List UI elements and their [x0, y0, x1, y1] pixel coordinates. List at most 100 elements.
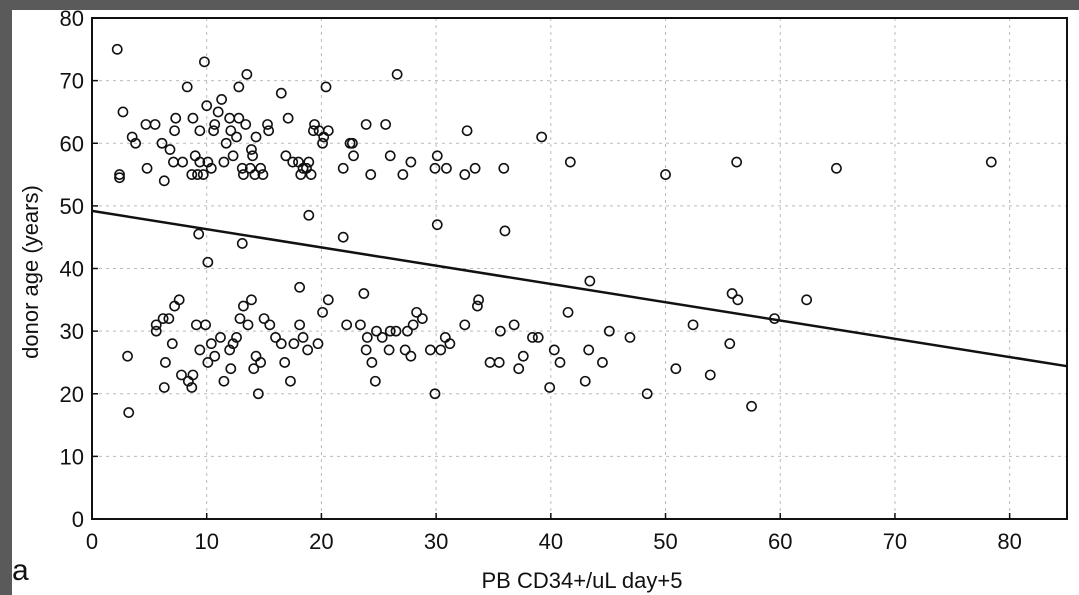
data-point — [270, 331, 281, 343]
regression-line — [91, 209, 1068, 368]
data-point — [366, 357, 378, 368]
data-point — [444, 338, 456, 350]
data-point — [255, 357, 267, 368]
data-point — [564, 156, 576, 168]
data-point — [384, 325, 396, 337]
x-tick-label: 0 — [86, 529, 98, 554]
data-point — [383, 344, 395, 356]
data-point — [216, 94, 228, 105]
data-point — [209, 119, 221, 130]
data-point — [140, 119, 152, 130]
data-point — [390, 325, 402, 337]
data-point — [238, 300, 249, 312]
data-point — [407, 319, 419, 331]
data-point — [687, 319, 699, 331]
data-point — [584, 275, 596, 287]
data-point — [536, 131, 548, 143]
data-point — [215, 331, 226, 343]
data-point — [231, 331, 242, 343]
data-point — [472, 300, 483, 312]
data-point — [517, 350, 529, 362]
data-point — [227, 150, 239, 162]
data-point — [258, 313, 270, 324]
data-point — [312, 338, 324, 350]
y-tick-label: 80 — [60, 6, 84, 31]
data-point — [186, 169, 198, 180]
y-tick-label: 10 — [60, 444, 84, 469]
x-tick-label: 40 — [539, 529, 563, 554]
data-point — [181, 81, 193, 93]
data-point — [499, 225, 511, 237]
data-point — [435, 344, 447, 356]
data-point — [200, 319, 211, 331]
x-axis-label: PB CD34+/uL day+5 — [482, 568, 683, 593]
data-point — [346, 137, 358, 149]
data-point — [985, 156, 997, 168]
data-point — [380, 119, 392, 130]
data-point — [250, 350, 262, 362]
data-point — [660, 169, 671, 180]
data-point — [149, 119, 161, 130]
data-point — [218, 156, 230, 168]
data-point — [264, 319, 276, 331]
data-point — [355, 319, 366, 331]
panel-label: a — [12, 554, 29, 587]
data-point — [724, 338, 736, 350]
data-point — [429, 162, 441, 174]
data-points — [111, 43, 997, 418]
x-tick-label: 60 — [768, 529, 792, 554]
data-point — [233, 112, 245, 124]
data-point — [218, 375, 230, 387]
data-point — [583, 344, 595, 356]
data-point — [493, 357, 505, 368]
data-point — [209, 350, 221, 362]
data-point — [293, 156, 304, 168]
y-tick-label: 20 — [60, 382, 84, 407]
data-point — [150, 325, 162, 337]
data-point — [168, 156, 179, 168]
data-point — [194, 344, 206, 356]
data-point — [579, 375, 591, 387]
x-tick-label: 80 — [997, 529, 1021, 554]
data-point — [402, 325, 413, 337]
data-point — [208, 125, 219, 137]
data-point — [189, 150, 201, 162]
data-point — [376, 331, 388, 343]
data-point — [322, 125, 334, 137]
data-point — [186, 382, 198, 393]
data-point — [164, 144, 176, 155]
data-point — [317, 306, 328, 318]
data-point — [158, 382, 170, 393]
data-point — [469, 162, 481, 174]
data-point — [177, 156, 189, 168]
data-point — [156, 137, 168, 149]
data-point — [562, 306, 574, 318]
data-point — [365, 169, 377, 180]
data-point — [320, 81, 332, 93]
data-point — [360, 119, 372, 130]
data-point — [307, 125, 319, 137]
data-point — [199, 56, 210, 68]
data-point — [726, 288, 738, 299]
data-point — [341, 319, 353, 331]
data-point — [227, 338, 239, 350]
data-point — [202, 357, 214, 368]
y-tick-label: 70 — [60, 69, 84, 94]
data-point — [263, 125, 275, 137]
x-tick-label: 70 — [883, 529, 907, 554]
data-point — [111, 43, 123, 55]
data-point — [508, 319, 520, 331]
data-point — [416, 313, 428, 324]
data-point — [233, 81, 245, 93]
x-tick-label: 50 — [653, 529, 677, 554]
data-point — [459, 319, 471, 331]
y-tick-label: 0 — [72, 507, 84, 532]
data-point — [624, 331, 636, 343]
data-point — [205, 338, 217, 350]
data-point — [224, 344, 236, 356]
data-point — [399, 344, 411, 356]
data-point — [459, 169, 471, 180]
data-point — [122, 350, 133, 362]
data-point — [242, 319, 254, 331]
data-point — [302, 344, 314, 356]
